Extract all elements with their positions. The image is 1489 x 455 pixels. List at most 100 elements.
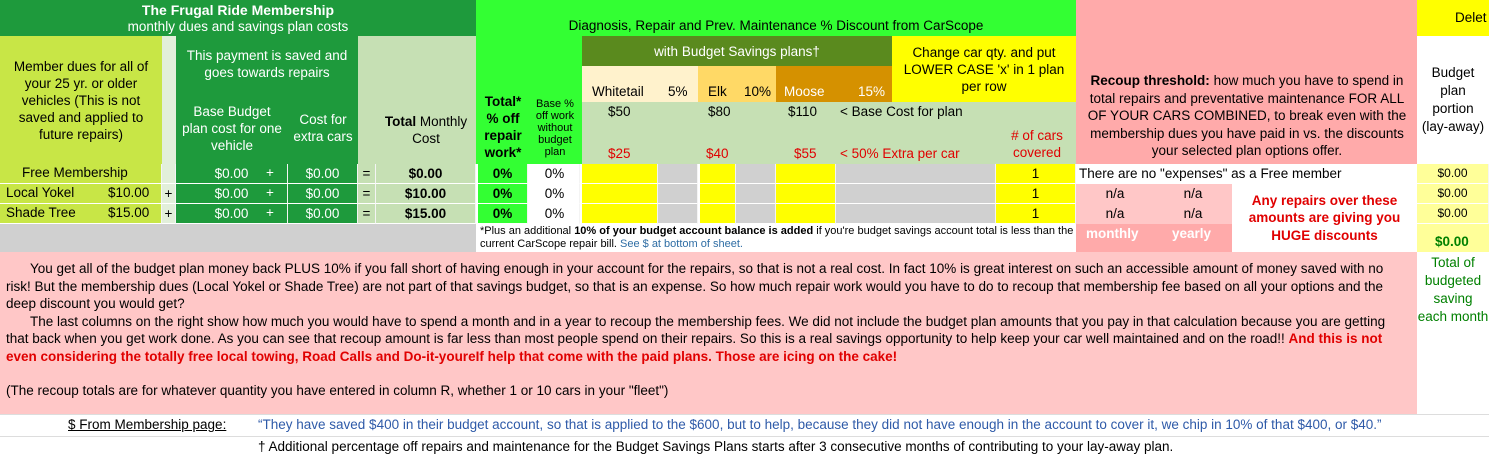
equals-sign: = (358, 164, 376, 184)
budget-total-label: Total of budgeted saving each month (1417, 252, 1489, 414)
base-pct-header: Base % off work without budget plan (535, 98, 575, 158)
plan-elk: Elk 10% (698, 66, 776, 102)
base-pct-cell: 0% (530, 204, 580, 224)
total-cost-cell: $10.00 (376, 184, 476, 204)
elk-gap-cell (736, 204, 776, 224)
whitetail-gap-cell (658, 164, 698, 184)
plus-sign: + (266, 165, 274, 180)
plan-whitetail: Whitetail 5% (582, 66, 698, 102)
recoup-monthly-cell: n/a (1076, 204, 1154, 224)
row-name-cell (0, 204, 162, 224)
total-cost-cell: $0.00 (376, 164, 476, 184)
base-budget-cell: $0.00 (176, 204, 288, 224)
moose-select-cell[interactable] (776, 164, 836, 184)
equals-sign: = (358, 204, 376, 224)
base-budget-header: Base Budget plan cost for one vehicle (176, 92, 288, 164)
moose-gap-cell (836, 204, 996, 224)
moose-gap-cell (836, 164, 996, 184)
membership-title: The Frugal Ride Membership (141, 2, 335, 18)
extra-cost-row: $25 $40 $55 < 50% Extra per car (582, 122, 998, 164)
row-dues: $15.00 (108, 205, 150, 220)
header-spacer (162, 36, 176, 164)
eq-spacer (358, 36, 376, 164)
change-qty-note: Change car qty. and put LOWER CASE 'x' i… (892, 36, 1076, 102)
gray-filler (0, 224, 476, 252)
footnote: *Plus an additional 10% of your budget a… (478, 224, 1076, 252)
whitetail-select-cell[interactable] (582, 184, 658, 204)
row-name: Free Membership (22, 165, 128, 180)
total-pct-cell: 0% (478, 164, 528, 184)
recoup-header (1076, 0, 1417, 164)
plus-sign (162, 164, 176, 184)
extra-cost-cell: $0.00 (288, 164, 358, 184)
elk-select-cell[interactable] (700, 204, 736, 224)
budget-cell: $0.00 (1417, 204, 1489, 224)
cars-input-cell[interactable]: 1 (996, 184, 1076, 204)
plus-sign: + (266, 185, 274, 200)
elk-select-cell[interactable] (700, 164, 736, 184)
row-name: Shade Tree (6, 205, 76, 220)
see-bottom-link[interactable]: See $ at bottom of sheet. (620, 238, 743, 250)
saved-note: This payment is saved and goes towards r… (176, 36, 358, 92)
row-name-cell (0, 164, 162, 184)
base-pct-cell: 0% (530, 164, 580, 184)
moose-select-cell[interactable] (776, 184, 836, 204)
extra-cost-cell: $0.00 (288, 184, 358, 204)
num-cars-header: # of cars covered (998, 102, 1076, 164)
membership-quote: “They have saved $400 in their budget ac… (258, 417, 1382, 432)
total-pct-cell: 0% (478, 204, 528, 224)
base-budget-cell: $0.00 (176, 184, 288, 204)
paragraph-1: You get all of the budget plan money bac… (6, 261, 1384, 311)
cost-extra-header: Cost for extra cars (288, 92, 358, 164)
moose-gap-cell (836, 184, 996, 204)
plus-sign: + (162, 204, 176, 224)
base-budget-cell: $0.00 (176, 164, 288, 184)
base-cost-row: $50 $80 $110 < Base Cost for plan (582, 102, 998, 122)
dagger-note: † Additional percentage off repairs and … (258, 439, 1174, 454)
cars-input-cell[interactable]: 1 (996, 204, 1076, 224)
paragraph-3: (The recoup totals are for whatever quan… (6, 383, 669, 398)
row-name-cell (0, 184, 162, 204)
equals-sign: = (358, 184, 376, 204)
row-dues: $10.00 (108, 185, 150, 200)
explanation-text: You get all of the budget plan money bac… (6, 260, 1411, 414)
from-membership-label: $ From Membership page: (68, 417, 227, 432)
cars-input-cell[interactable]: 1 (996, 164, 1076, 184)
membership-subtitle: monthly dues and savings plan costs (127, 19, 349, 34)
elk-gap-cell (736, 184, 776, 204)
whitetail-gap-cell (658, 204, 698, 224)
plan-moose: Moose 15% (776, 66, 892, 102)
huge-discounts-note: Any repairs over these amounts are givin… (1232, 184, 1417, 252)
extra-cost-cell: $0.00 (288, 204, 358, 224)
whitetail-select-cell[interactable] (582, 164, 658, 184)
recoup-yearly-cell: n/a (1154, 204, 1232, 224)
budget-cell: $0.00 (1417, 164, 1489, 184)
recoup-monthly-cell: n/a (1076, 184, 1154, 204)
budget-cell: $0.00 (1417, 184, 1489, 204)
plus-sign: + (162, 184, 176, 204)
total-monthly-header: Total Monthly Cost (376, 36, 476, 164)
discount-title: Diagnosis, Repair and Prev. Maintenance … (568, 18, 984, 33)
total-pct-header: Total* % off repair work* (484, 94, 522, 160)
paragraph-2: The last columns on the right show how m… (6, 313, 1386, 364)
dagger-row (0, 436, 1489, 455)
budget-plans-header: with Budget Savings plans† (582, 36, 892, 66)
budget-total-cell: $0.00 (1417, 224, 1489, 252)
elk-select-cell[interactable] (700, 184, 736, 204)
budget-portion-header: Budget plan portion (lay-away) (1417, 36, 1489, 164)
total-cost-cell: $15.00 (376, 204, 476, 224)
base-pct-cell: 0% (530, 184, 580, 204)
elk-gap-cell (736, 164, 776, 184)
total-pct-cell: 0% (478, 184, 528, 204)
row-name: Local Yokel (6, 185, 75, 200)
membership-header: The Frugal Ride Membership monthly dues … (0, 0, 476, 36)
recoup-yearly-cell: n/a (1154, 184, 1232, 204)
moose-select-cell[interactable] (776, 204, 836, 224)
delete-header: Delet (1417, 0, 1489, 36)
from-membership-row (0, 414, 1489, 436)
plus-sign: + (266, 205, 274, 220)
whitetail-select-cell[interactable] (582, 204, 658, 224)
recoup-yearly-label: yearly (1154, 224, 1232, 252)
member-dues-header: Member dues for all of your 25 yr. or ol… (0, 36, 162, 164)
recoup-monthly-label: monthly (1076, 224, 1154, 252)
